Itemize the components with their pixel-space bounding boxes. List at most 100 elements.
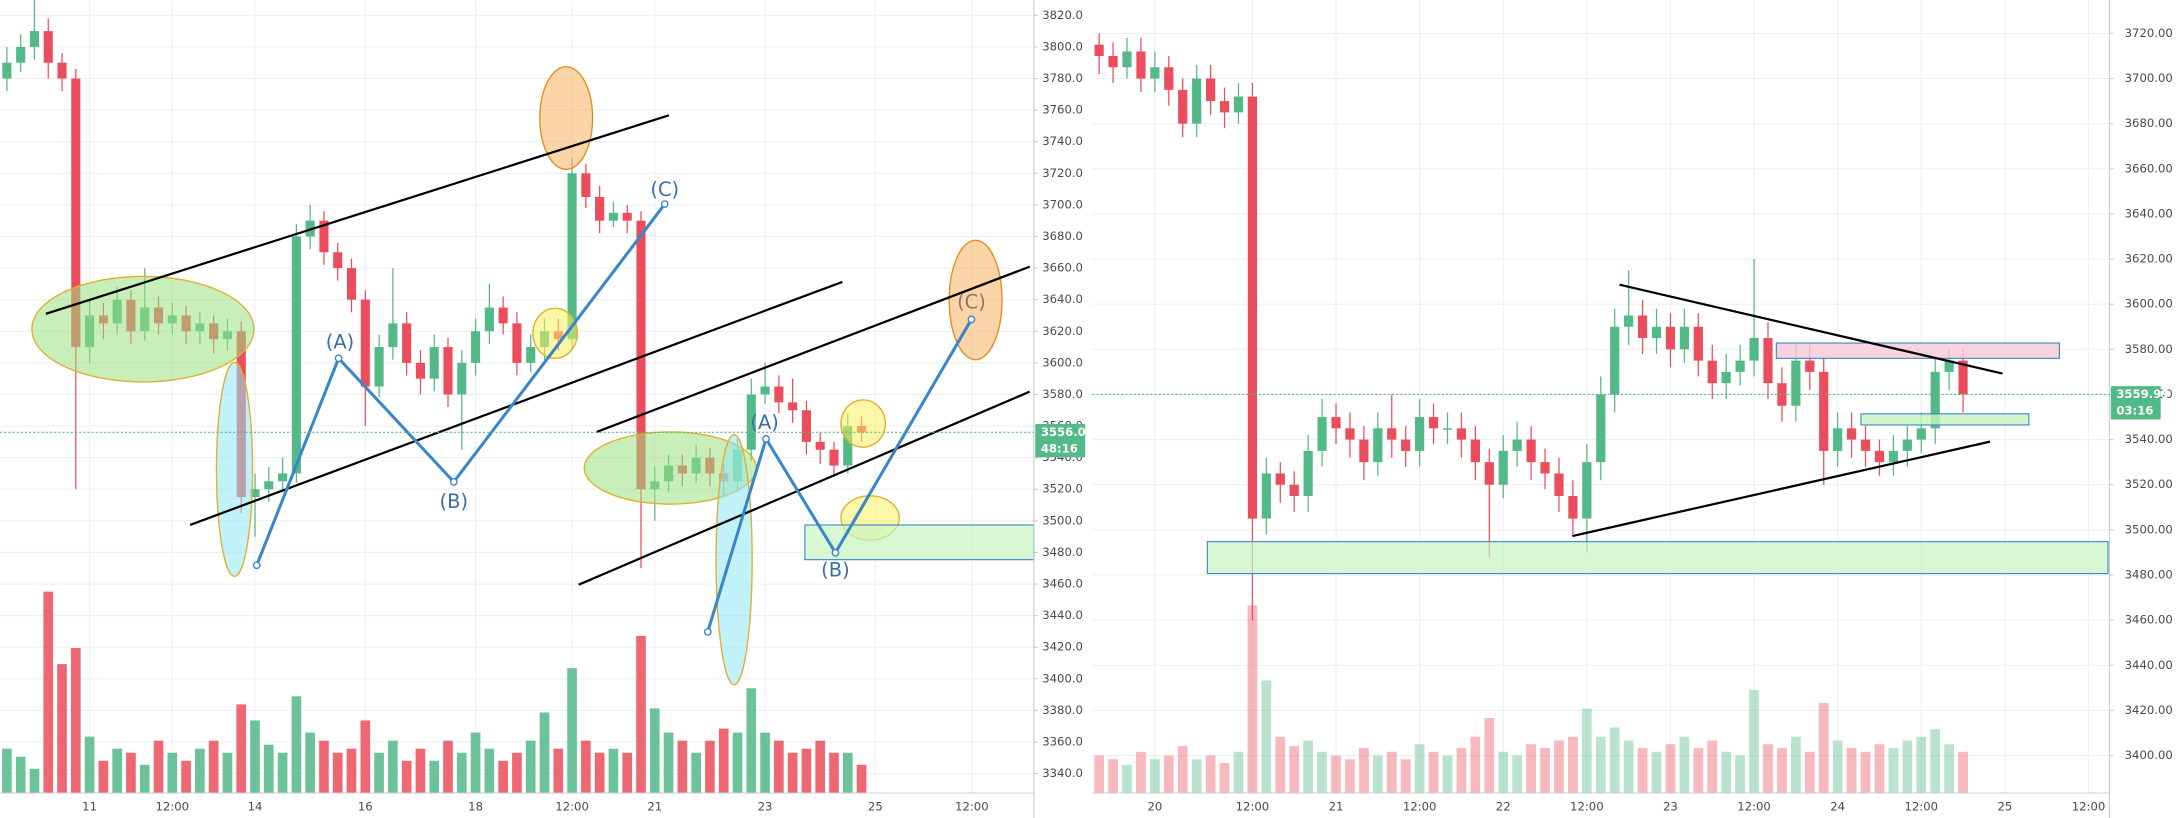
candle-body — [1136, 51, 1146, 79]
volume-bar — [1916, 736, 1927, 794]
candle-body — [1624, 315, 1634, 327]
zone-ellipse — [31, 275, 255, 383]
countdown-label: 48:16 — [1041, 442, 1078, 456]
volume-bar — [539, 712, 550, 794]
volume-bar — [181, 760, 191, 794]
volume-bar — [622, 752, 633, 794]
x-tick-label: 14 — [248, 799, 263, 813]
volume-bar — [1721, 751, 1732, 794]
candle-body — [57, 62, 67, 79]
candle-body — [1456, 428, 1467, 440]
candle-body — [1819, 371, 1829, 451]
volume-bar — [1261, 680, 1272, 794]
volume-bar — [1846, 748, 1857, 794]
candle-body — [760, 386, 770, 395]
volume-bar — [1359, 748, 1369, 794]
candle-body — [843, 426, 853, 466]
candle-body — [1275, 473, 1285, 485]
volume-bar — [856, 764, 867, 794]
x-tick-label: 12:00 — [1236, 799, 1270, 813]
wave-label: (C) — [957, 290, 986, 313]
volume-bar — [1526, 744, 1536, 794]
x-tick-label: 18 — [468, 799, 483, 813]
volume-bar — [443, 740, 453, 794]
zone-ellipse — [215, 361, 254, 578]
candle-body — [1289, 484, 1299, 497]
candle-body — [1763, 338, 1773, 384]
y-tick-label: 3520.0 — [1042, 482, 1083, 496]
candle-body — [1944, 360, 1954, 372]
volume-bar — [291, 696, 302, 794]
volume-bar — [1540, 748, 1550, 794]
last-price-label: 3559.99 — [2116, 387, 2169, 401]
candle-body — [443, 347, 453, 395]
y-tick-label: 3700.0 — [1042, 197, 1083, 211]
candle-body — [1554, 473, 1564, 497]
candle-body — [1833, 428, 1843, 451]
volume-bar — [236, 704, 247, 794]
highlight-ellipse — [840, 399, 887, 448]
candle-body — [1596, 394, 1606, 463]
candle-body — [1498, 450, 1508, 485]
volume-bar — [1609, 727, 1620, 794]
support-zone — [1860, 413, 2030, 426]
candle-body — [801, 410, 811, 442]
volume-bar — [332, 752, 343, 794]
y-tick-label: 3420.0 — [1042, 640, 1083, 654]
wave-node — [967, 315, 976, 324]
volume-bar — [1554, 740, 1564, 794]
candle-body — [1164, 67, 1174, 90]
candle-body — [498, 307, 508, 324]
last-price-label: 3556.0 — [1041, 425, 1086, 439]
volume-bar — [195, 748, 205, 794]
wave-node — [334, 354, 343, 363]
y-tick-label: 3740.0 — [1042, 134, 1083, 148]
candle-body — [608, 212, 618, 221]
drawings-right — [1206, 283, 2109, 575]
volume-bar — [98, 760, 109, 794]
volume-bar — [842, 752, 853, 794]
volume-bar — [1679, 736, 1690, 794]
trend-line — [596, 265, 1031, 433]
candle-body — [1805, 360, 1815, 372]
wave-label: (C) — [650, 178, 679, 201]
candle-body — [43, 31, 53, 63]
volume-bar — [1191, 759, 1202, 794]
wave-node — [762, 434, 770, 443]
x-tick-label: 12:00 — [1904, 799, 1938, 813]
wave-path — [706, 318, 973, 633]
grid-layer — [0, 0, 2110, 794]
x-tick-label: 24 — [1830, 799, 1845, 813]
candle-body — [1888, 450, 1898, 463]
volume-bar — [84, 736, 95, 794]
volume-bar — [677, 740, 688, 794]
y-tick-label: 3720.00 — [2125, 26, 2173, 40]
candle-body — [1749, 338, 1759, 361]
volume-bar — [139, 764, 150, 794]
volume-bar — [1902, 740, 1913, 794]
volume-bar — [112, 748, 122, 794]
y-tick-label: 3500.00 — [2125, 522, 2173, 536]
volume-bar — [1122, 764, 1132, 794]
candle-body — [264, 481, 274, 490]
volume-bar — [649, 708, 660, 794]
y-tick-label: 3360.0 — [1042, 734, 1083, 748]
volume-bar — [498, 760, 508, 794]
candle-body — [278, 473, 288, 482]
volume-bar — [263, 744, 274, 794]
candle-body — [1958, 360, 1968, 395]
volume-bar — [401, 760, 412, 794]
candle-body — [1637, 315, 1648, 339]
volume-bar — [429, 760, 440, 794]
volume-bar — [1428, 751, 1439, 794]
volume-bar — [787, 752, 798, 794]
x-tick-label: 12:00 — [156, 799, 190, 813]
x-tick-label: 23 — [758, 799, 773, 813]
y-tick-label: 3600.00 — [2125, 297, 2173, 311]
volume-bar — [319, 740, 329, 794]
candle-body — [788, 402, 798, 411]
wave-label: (B) — [440, 490, 468, 513]
y-tick-label: 3400.00 — [2125, 748, 2173, 762]
